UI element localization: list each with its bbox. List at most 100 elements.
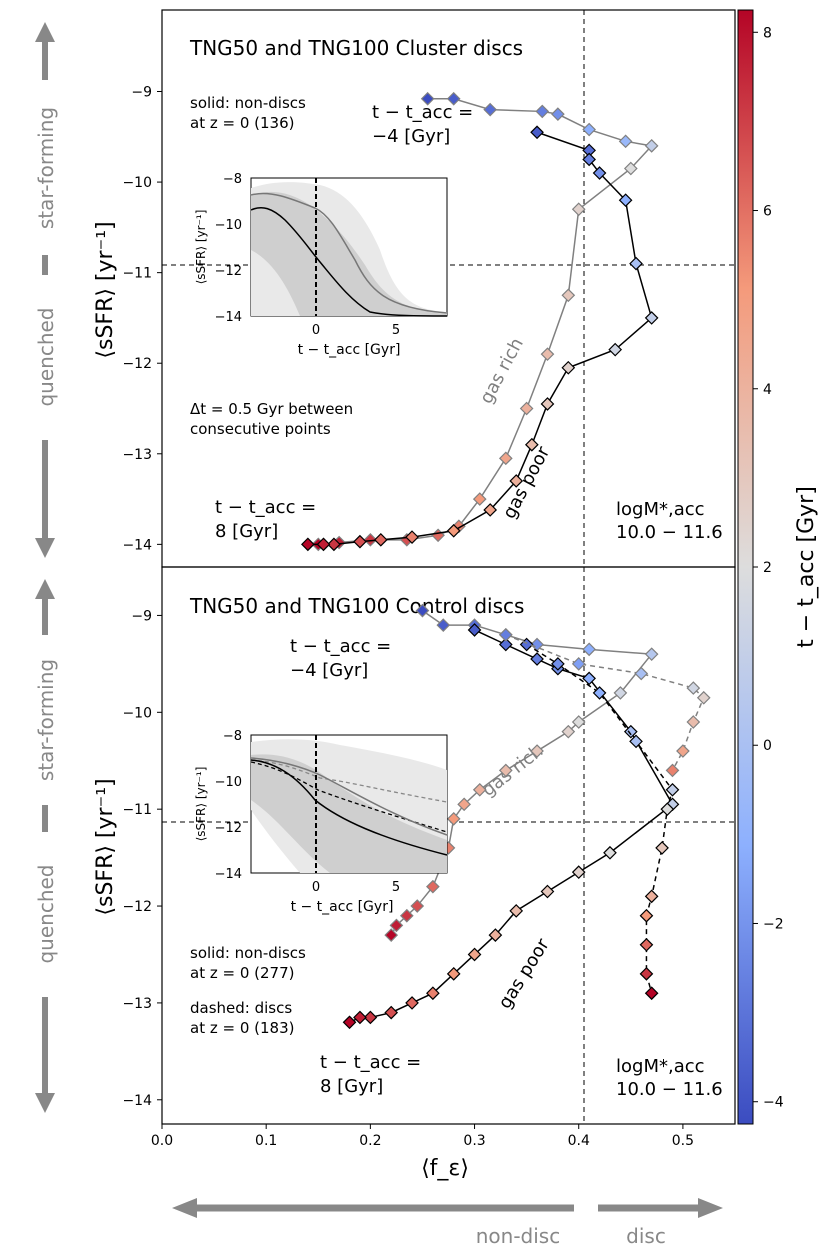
top-side-label-bg-down (20, 275, 70, 440)
data-point (639, 967, 654, 981)
xtick-label: 0.1 (255, 1133, 277, 1149)
top-mass-label-2: 10.0 − 11.6 (616, 522, 723, 543)
data-point (644, 647, 659, 662)
top-inset: −8 −10 −12 −14 0 5 t − t_acc [Gyr] ⟨sSFR… (194, 172, 448, 358)
data-point (446, 523, 461, 538)
data-point (498, 451, 513, 466)
top-ylabel: ⟨sSFR⟩ [yr⁻¹] (93, 221, 118, 358)
bottom-title: TNG50 and TNG100 Control discs (189, 594, 524, 618)
data-point (488, 928, 503, 942)
top-dt-note-1: Δt = 0.5 Gyr between (190, 400, 353, 418)
data-point (389, 918, 404, 933)
ytick-label: −14 (122, 1093, 152, 1109)
bottom-inset-ytick-2: −10 (215, 775, 242, 790)
data-point (353, 1010, 367, 1025)
data-point (644, 986, 659, 1001)
top-gas-rich-label: gas rich (476, 335, 528, 408)
data-point (483, 503, 498, 517)
ytick-label: −13 (122, 447, 152, 463)
bottom-series (342, 603, 711, 1030)
data-point (571, 202, 586, 217)
xtick-label: 0.4 (568, 1133, 590, 1149)
top-star-forming-label: star-forming (34, 107, 58, 229)
xtick-label: 0.5 (672, 1133, 694, 1149)
top-inset-xtick-1: 0 (312, 323, 320, 338)
top-end-label-2: 8 [Gyr] (215, 521, 278, 542)
data-point (426, 986, 440, 1001)
data-point (540, 397, 555, 411)
bottom-xticks: 0.0 0.1 0.2 0.3 0.4 0.5 (151, 1124, 694, 1149)
data-point (629, 256, 643, 271)
bottom-inset-black-dashed (250, 761, 448, 833)
data-point (483, 102, 498, 117)
bottom-side-label-bg-up (20, 635, 70, 805)
data-point (665, 763, 680, 778)
data-point (472, 782, 487, 797)
ytick-label: −14 (122, 537, 152, 553)
data-point (509, 904, 524, 918)
series-line-gas-rich (318, 98, 654, 546)
colorbar-tick-label: 2 (763, 560, 772, 576)
bottom-start-label-2: −4 [Gyr] (290, 660, 368, 681)
bottom-end-label-2: 8 [Gyr] (320, 1076, 383, 1097)
bottom-inset-xtick-1: 0 (312, 880, 320, 895)
xtick-label: 0.0 (151, 1133, 173, 1149)
data-point (415, 603, 430, 618)
top-start-label-2: −4 [Gyr] (372, 126, 450, 147)
bottom-gas-poor-label: gas poor (494, 935, 554, 1013)
data-point (405, 530, 419, 544)
data-point (639, 908, 654, 923)
bottom-inset-gray-line (250, 757, 448, 836)
data-point (665, 782, 680, 797)
bottom-inset-xlabel: t − t_acc [Gyr] (291, 899, 394, 915)
data-point (571, 865, 586, 879)
ytick-label: −12 (122, 356, 152, 372)
data-point (561, 360, 576, 375)
colorbar-ticks: 8 6 4 2 0 −2 −4 (753, 25, 784, 1111)
top-yticks: −9 −10 −11 −12 −13 −14 (122, 85, 162, 553)
bottom-mass-label-1: logM*,acc (616, 1056, 705, 1077)
bottom-inset-ylabel: ⟨sSFR⟩ [yr⁻¹] (194, 767, 208, 842)
data-point (561, 288, 576, 303)
xtick-label: 0.2 (359, 1133, 381, 1149)
top-inset-black-line (250, 207, 448, 317)
data-point (571, 657, 586, 671)
data-point (582, 671, 596, 686)
data-point (467, 623, 482, 637)
bottom-inset-black-line (250, 759, 448, 856)
data-point (592, 166, 607, 180)
colorbar-label: t − t_acc [Gyr] (794, 486, 819, 648)
ytick-label: −12 (122, 899, 152, 915)
xlabel: ⟨f_ε⟩ (421, 1156, 469, 1181)
data-point (660, 802, 675, 817)
data-point (530, 125, 544, 140)
bottom-end-label-1: t − t_acc = (320, 1052, 421, 1073)
top-mass-label-1: logM*,acc (616, 499, 705, 520)
data-point (644, 311, 659, 325)
top-solid-note-2: at z = 0 (136) (190, 114, 294, 132)
data-point (618, 193, 633, 208)
data-point (582, 152, 596, 167)
data-point (655, 841, 669, 855)
top-inset-gray-line (250, 192, 448, 314)
data-point (644, 889, 659, 904)
ytick-label: −10 (122, 705, 152, 721)
ytick-label: −9 (131, 85, 152, 101)
colorbar-tick-label: 8 (763, 25, 772, 41)
data-point (634, 666, 649, 681)
bottom-arrows: non-disc disc (172, 1198, 723, 1248)
data-point (540, 347, 555, 362)
data-point (623, 161, 638, 176)
top-side-arrow-down-head (35, 538, 55, 558)
data-point (686, 715, 701, 729)
bottom-start-label-1: t − t_acc = (290, 636, 391, 657)
bottom-inset-ytick-1: −8 (223, 729, 242, 744)
top-quenched-label: quenched (34, 307, 58, 406)
data-point (676, 744, 690, 758)
data-point (316, 537, 331, 552)
top-solid-note-1: solid: non-discs (190, 94, 306, 112)
colorbar-tick-label: 0 (763, 738, 772, 754)
data-point (410, 899, 425, 913)
ytick-label: −13 (122, 996, 152, 1012)
